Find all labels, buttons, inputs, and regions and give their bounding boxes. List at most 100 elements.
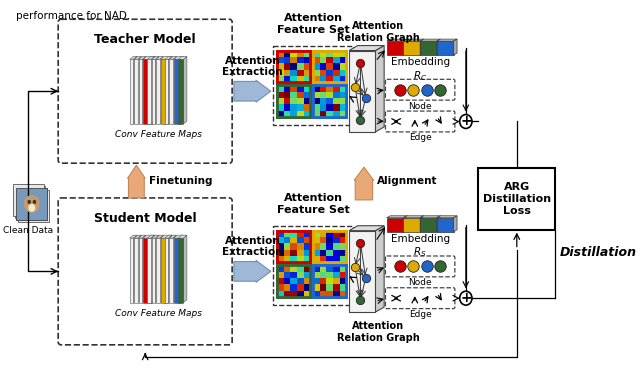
Text: Clean Data: Clean Data [3,226,53,235]
Polygon shape [173,56,177,124]
Polygon shape [143,238,152,303]
Bar [297,85,303,92]
Bar [313,104,319,111]
Polygon shape [170,235,177,238]
Bar [319,70,326,76]
Bar [319,85,326,92]
Bar [277,256,284,262]
Bar [319,50,326,57]
Bar [277,265,284,272]
Bar [333,265,340,272]
Bar [326,231,333,237]
Polygon shape [180,56,184,124]
Polygon shape [133,235,137,303]
Bar [284,63,291,70]
Bar [319,104,326,111]
Polygon shape [139,59,142,124]
Polygon shape [159,235,163,303]
Bar [303,76,310,82]
Bar [297,243,303,250]
Bar [277,50,310,82]
Polygon shape [134,56,141,59]
Bar [297,231,303,237]
Bar [333,92,340,98]
Polygon shape [168,235,172,303]
Bar [303,278,310,285]
Polygon shape [173,56,184,59]
Polygon shape [349,231,375,312]
Bar [277,265,310,297]
Text: Student Model: Student Model [94,212,196,225]
Bar [303,231,310,237]
Bar [297,237,303,243]
Polygon shape [130,56,137,59]
Bar [319,265,326,272]
Bar [297,98,303,104]
Polygon shape [165,238,168,303]
Bar [319,237,326,243]
Text: Edge: Edge [409,310,431,319]
Bar [291,237,297,243]
Bar [340,250,346,256]
Bar [284,250,291,256]
Bar [326,63,333,70]
Bar [277,92,284,98]
Bar [437,41,454,55]
Polygon shape [156,56,163,59]
Bar [313,231,319,237]
Bar [277,285,284,291]
Bar [13,184,44,216]
Bar [326,70,333,76]
Bar [319,231,326,237]
Bar [420,218,437,232]
Text: Attention
Extraction: Attention Extraction [222,56,283,77]
Bar [303,285,310,291]
Text: Embedding
$R_S$: Embedding $R_S$ [390,233,450,259]
Bar [333,237,340,243]
Polygon shape [420,39,424,55]
Polygon shape [349,226,384,231]
Polygon shape [165,56,172,59]
FancyBboxPatch shape [385,111,455,132]
Polygon shape [403,216,424,218]
Bar [326,256,333,262]
Bar [303,70,310,76]
Bar [313,85,319,92]
Polygon shape [161,56,172,59]
Bar [326,291,333,297]
Bar [313,256,319,262]
Bar [319,272,326,278]
Text: Embedding
$R_C$: Embedding $R_C$ [390,57,450,83]
Polygon shape [355,167,374,200]
Bar [340,63,346,70]
Bar [291,76,297,82]
Bar [333,278,340,285]
Bar [284,237,291,243]
Text: Conv Feature Maps: Conv Feature Maps [115,130,202,139]
Bar [313,250,319,256]
Polygon shape [437,39,457,41]
Polygon shape [142,56,146,124]
Bar [277,57,284,63]
Bar [340,76,346,82]
Bar [313,278,319,285]
Bar [340,111,346,117]
Bar [291,98,297,104]
Bar [333,98,340,104]
Bar [319,243,326,250]
Bar [340,98,346,104]
Text: Attention
Relation Graph: Attention Relation Graph [337,21,419,43]
Bar [277,85,310,117]
Bar [277,104,284,111]
Bar [326,285,333,291]
Bar [297,104,303,111]
Bar [277,85,284,92]
Bar [333,243,340,250]
Circle shape [460,115,472,129]
Bar [340,285,346,291]
Bar [340,278,346,285]
Bar [284,50,291,57]
Bar [313,50,346,82]
Polygon shape [437,39,440,55]
Polygon shape [152,56,156,124]
